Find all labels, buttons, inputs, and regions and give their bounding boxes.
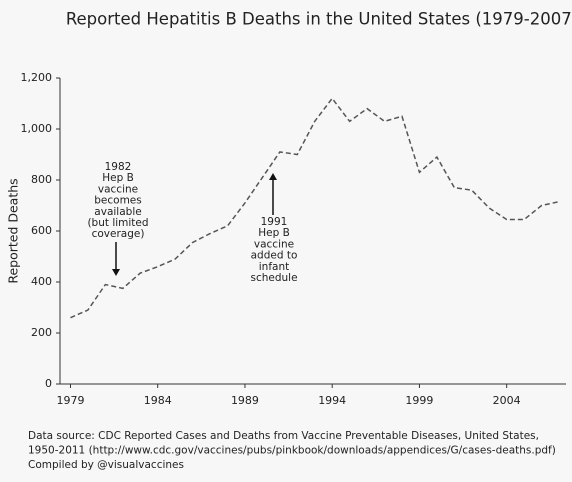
data-line xyxy=(70,97,560,319)
x-tick-label: 2004 xyxy=(493,394,521,407)
annotation-text: Hep B xyxy=(258,227,290,239)
annotation-text: 1982 xyxy=(105,161,132,173)
y-tick-label: 400 xyxy=(31,275,52,288)
annotation-text: coverage) xyxy=(92,228,145,240)
y-tick-label: 1,200 xyxy=(21,71,53,84)
annotation-text: available xyxy=(94,206,141,218)
annotation-text: 1991 xyxy=(261,216,288,228)
x-tick-label: 1979 xyxy=(56,394,84,407)
x-tick-label: 1989 xyxy=(231,394,259,407)
annotation-text: infant xyxy=(259,261,289,273)
annotation-text: vaccine xyxy=(98,183,138,195)
y-tick-label: 1,000 xyxy=(21,122,53,135)
annotation-text: becomes xyxy=(94,195,141,207)
y-axis-label: Reported Deaths xyxy=(6,178,21,283)
x-tick-label: 1999 xyxy=(405,394,433,407)
annotation-text: Hep B xyxy=(102,172,134,184)
source-note: Compiled by @visualvaccines xyxy=(28,459,184,471)
source-note: 1950-2011 (http://www.cdc.gov/vaccines/p… xyxy=(28,445,556,457)
annotation-arrowhead xyxy=(112,269,120,276)
annotation-text: added to xyxy=(251,250,298,262)
annotation-text: (but limited xyxy=(87,217,148,229)
x-tick-label: 1984 xyxy=(144,394,172,407)
source-note: Data source: CDC Reported Cases and Deat… xyxy=(28,430,539,442)
annotation-arrowhead xyxy=(269,173,277,180)
annotation-text: vaccine xyxy=(254,238,294,250)
annotation-text: schedule xyxy=(250,272,297,284)
y-tick-label: 800 xyxy=(31,173,52,186)
y-tick-label: 200 xyxy=(31,326,52,339)
y-tick-label: 0 xyxy=(45,377,52,390)
y-tick-label: 600 xyxy=(31,224,52,237)
chart-title: Reported Hepatitis B Deaths in the Unite… xyxy=(66,10,572,29)
x-tick-label: 1994 xyxy=(318,394,346,407)
